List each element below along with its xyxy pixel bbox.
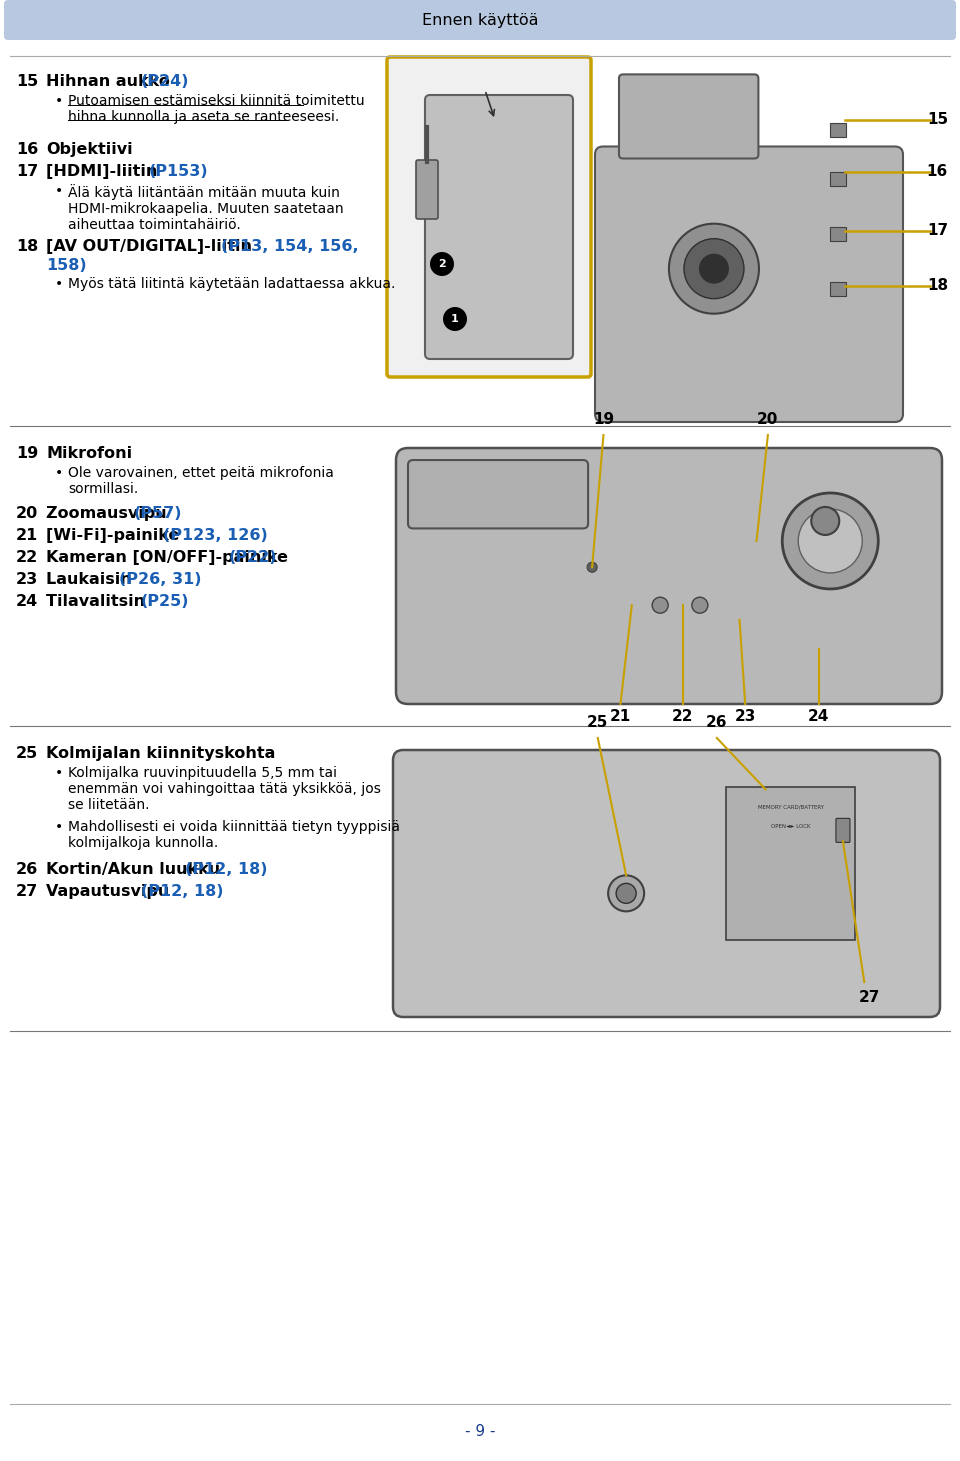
FancyBboxPatch shape <box>393 749 940 1017</box>
Text: 24: 24 <box>808 709 829 725</box>
Text: 158): 158) <box>46 259 86 273</box>
Text: Tilavalitsin: Tilavalitsin <box>46 595 151 609</box>
Text: (P12, 18): (P12, 18) <box>184 862 267 877</box>
Text: 25: 25 <box>16 747 38 761</box>
Text: Hihnan aukko: Hihnan aukko <box>46 75 176 89</box>
Text: Kolmijalan kiinnityskohta: Kolmijalan kiinnityskohta <box>46 747 276 761</box>
Text: Vapautusvipu: Vapautusvipu <box>46 884 175 899</box>
Text: OPEN◄► LOCK: OPEN◄► LOCK <box>771 824 810 828</box>
Text: 22: 22 <box>672 709 693 725</box>
Text: Laukaisin: Laukaisin <box>46 573 137 587</box>
Text: (P12, 18): (P12, 18) <box>141 884 224 899</box>
Text: 23: 23 <box>16 573 38 587</box>
Text: 25: 25 <box>588 714 609 730</box>
Circle shape <box>692 598 708 614</box>
Text: (P25): (P25) <box>141 595 189 609</box>
Text: Mikrofoni: Mikrofoni <box>46 446 132 462</box>
FancyBboxPatch shape <box>829 282 846 297</box>
Circle shape <box>588 562 597 573</box>
Text: 17: 17 <box>926 224 948 238</box>
FancyBboxPatch shape <box>396 449 942 704</box>
Text: Objektiivi: Objektiivi <box>46 142 132 156</box>
Circle shape <box>608 875 644 912</box>
FancyBboxPatch shape <box>836 818 850 843</box>
Text: 24: 24 <box>16 595 38 609</box>
Circle shape <box>669 224 759 314</box>
Text: 19: 19 <box>16 446 38 462</box>
FancyBboxPatch shape <box>829 226 846 241</box>
Text: 22: 22 <box>16 549 38 565</box>
Text: 18: 18 <box>926 279 948 294</box>
FancyBboxPatch shape <box>416 161 438 219</box>
FancyBboxPatch shape <box>4 0 956 39</box>
Circle shape <box>443 307 467 332</box>
Circle shape <box>616 884 636 903</box>
Text: •: • <box>55 820 63 834</box>
FancyBboxPatch shape <box>425 95 573 359</box>
Text: 20: 20 <box>16 506 38 522</box>
Text: (P57): (P57) <box>133 506 182 522</box>
Text: 2: 2 <box>438 259 445 269</box>
Circle shape <box>684 238 744 298</box>
Text: •: • <box>55 466 63 481</box>
Text: 18: 18 <box>16 240 38 254</box>
Text: 27: 27 <box>16 884 38 899</box>
Text: 16: 16 <box>926 164 948 180</box>
FancyBboxPatch shape <box>619 75 758 158</box>
Text: MEMORY CARD/BATTERY: MEMORY CARD/BATTERY <box>757 805 824 809</box>
Text: 17: 17 <box>16 164 38 180</box>
FancyBboxPatch shape <box>387 57 591 377</box>
Text: 15: 15 <box>926 112 948 127</box>
Text: Älä käytä liitäntään mitään muuta kuin
HDMI-mikrokaapelia. Muuten saatetaan
aihe: Älä käytä liitäntään mitään muuta kuin H… <box>68 184 344 232</box>
Text: Mahdollisesti ei voida kiinnittää tietyn tyyppisiä
kolmijalkoja kunnolla.: Mahdollisesti ei voida kiinnittää tietyn… <box>68 820 400 850</box>
Text: 21: 21 <box>610 709 631 725</box>
Text: Kameran [ON/OFF]-painike: Kameran [ON/OFF]-painike <box>46 549 294 565</box>
Text: 27: 27 <box>858 991 880 1005</box>
Text: [HDMI]-liitin: [HDMI]-liitin <box>46 164 163 180</box>
Circle shape <box>699 254 729 283</box>
Text: •: • <box>55 184 63 199</box>
FancyBboxPatch shape <box>829 172 846 186</box>
Circle shape <box>430 251 454 276</box>
Text: (P153): (P153) <box>148 164 208 180</box>
Text: 16: 16 <box>16 142 38 156</box>
Text: Kolmijalka ruuvinpituudella 5,5 mm tai
enemmän voi vahingoittaa tätä yksikköä, j: Kolmijalka ruuvinpituudella 5,5 mm tai e… <box>68 766 381 812</box>
Text: Kortin/Akun luukku: Kortin/Akun luukku <box>46 862 226 877</box>
Text: •: • <box>55 94 63 108</box>
Text: (P24): (P24) <box>141 75 189 89</box>
Text: 26: 26 <box>16 862 38 877</box>
Text: Zoomausvipu: Zoomausvipu <box>46 506 172 522</box>
Text: Myös tätä liitintä käytetään ladattaessa akkua.: Myös tätä liitintä käytetään ladattaessa… <box>68 278 396 291</box>
Text: •: • <box>55 278 63 291</box>
Text: [Wi-Fi]-painike: [Wi-Fi]-painike <box>46 527 185 543</box>
Text: •: • <box>55 766 63 780</box>
Text: (P26, 31): (P26, 31) <box>119 573 202 587</box>
Circle shape <box>652 598 668 614</box>
FancyBboxPatch shape <box>726 787 855 939</box>
Text: Ennen käyttöä: Ennen käyttöä <box>421 13 539 28</box>
FancyBboxPatch shape <box>829 123 846 137</box>
Text: Ole varovainen, ettet peitä mikrofonia
sormillasi.: Ole varovainen, ettet peitä mikrofonia s… <box>68 466 334 497</box>
Text: 19: 19 <box>593 412 614 427</box>
Circle shape <box>799 508 862 573</box>
Text: (P123, 126): (P123, 126) <box>163 527 268 543</box>
Text: Putoamisen estämiseksi kiinnitä toimitettu
hihna kunnolla ja aseta se ranteesees: Putoamisen estämiseksi kiinnitä toimitet… <box>68 94 365 124</box>
Circle shape <box>811 507 839 535</box>
Circle shape <box>782 492 878 589</box>
Text: 1: 1 <box>451 314 459 324</box>
Text: 20: 20 <box>757 412 779 427</box>
Text: 21: 21 <box>16 527 38 543</box>
Text: 15: 15 <box>16 75 38 89</box>
Text: - 9 -: - 9 - <box>465 1423 495 1439</box>
Text: 26: 26 <box>707 714 728 730</box>
Text: (P22): (P22) <box>228 549 277 565</box>
Text: (P13, 154, 156,: (P13, 154, 156, <box>221 240 359 254</box>
FancyBboxPatch shape <box>408 460 588 529</box>
Text: [AV OUT/DIGITAL]-liitin: [AV OUT/DIGITAL]-liitin <box>46 240 257 254</box>
FancyBboxPatch shape <box>595 146 903 422</box>
Text: 23: 23 <box>734 709 756 725</box>
